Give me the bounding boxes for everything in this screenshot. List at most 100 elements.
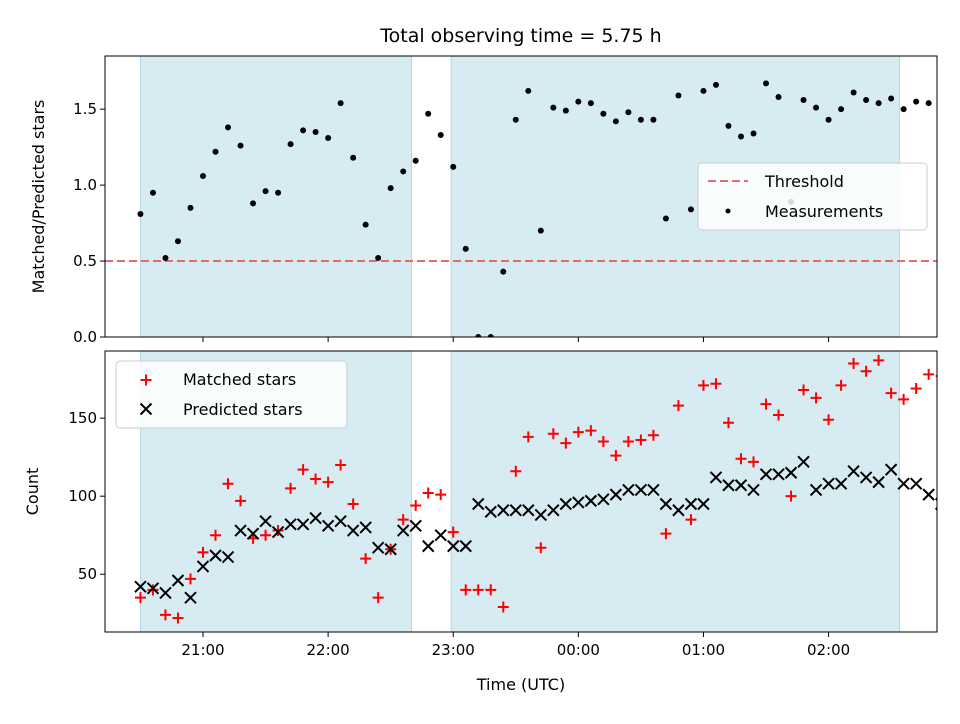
matched-stars-point xyxy=(435,489,447,501)
predicted-stars-point xyxy=(497,504,510,517)
predicted-stars-point xyxy=(809,483,823,497)
measurement-point xyxy=(712,81,719,88)
matched-stars-point xyxy=(860,365,872,377)
predicted-stars-point xyxy=(447,539,460,553)
measurement-point xyxy=(737,133,744,140)
matched-stars-point xyxy=(184,573,196,585)
x-tick-label: 21:00 xyxy=(181,641,224,659)
measurement-point xyxy=(951,82,957,88)
predicted-stars-point xyxy=(296,518,310,531)
predicted-stars-point xyxy=(734,479,748,492)
x-axis-label: Time (UTC) xyxy=(476,675,565,694)
matched-stars-point xyxy=(447,526,459,538)
measurement-point xyxy=(800,97,807,104)
matched-stars-point xyxy=(572,426,584,438)
matched-stars-point xyxy=(335,459,347,471)
predicted-stars-point xyxy=(597,493,610,506)
measurement-point xyxy=(675,92,682,99)
legend-label: Matched stars xyxy=(183,370,296,389)
predicted-stars-point xyxy=(284,518,297,531)
measurement-point xyxy=(763,80,770,87)
measurement-point xyxy=(300,127,307,134)
top-legend: Threshold Measurements xyxy=(697,162,928,231)
measurement-point xyxy=(162,255,169,262)
matched-stars-point xyxy=(823,414,835,426)
y-tick-label: 50 xyxy=(78,565,97,583)
measurement-point xyxy=(575,98,582,105)
matched-stars-point xyxy=(560,437,572,449)
matched-stars-point xyxy=(147,584,159,596)
matched-stars-point xyxy=(610,450,622,462)
matched-stars-point xyxy=(472,584,484,596)
predicted-stars-point xyxy=(459,539,472,553)
measurement-point xyxy=(412,157,419,164)
x-tick-label: 02:00 xyxy=(807,641,850,659)
bottom-panel: 50 100 150 21:00 22:00 23:00 00:00 01:00 02:00 Co… xyxy=(23,350,938,659)
predicted-stars-point xyxy=(472,497,485,511)
matched-stars-point xyxy=(773,409,785,421)
measurement-point xyxy=(212,148,219,155)
predicted-stars-point xyxy=(609,488,623,501)
matched-stars-point xyxy=(585,425,597,437)
matched-stars-point xyxy=(210,529,222,541)
y-tick-label: 0.5 xyxy=(73,252,97,270)
measurement-point xyxy=(350,154,357,161)
matched-stars-point xyxy=(410,500,422,512)
chart-title: Total observing time = 5.75 h xyxy=(379,25,661,47)
x-tick-label: 22:00 xyxy=(307,641,350,659)
predicted-stars-point xyxy=(684,497,698,511)
matched-stars-point xyxy=(285,482,297,494)
observing-interval-shade xyxy=(139,56,413,337)
matched-stars-point xyxy=(197,546,209,558)
matched-stars-point xyxy=(422,487,434,499)
predicted-stars-point xyxy=(647,483,660,497)
matched-stars-point xyxy=(222,478,234,490)
predicted-stars-point xyxy=(134,580,147,593)
predicted-stars-point xyxy=(271,525,285,539)
predicted-stars-point xyxy=(146,582,160,595)
predicted-stars-point xyxy=(622,483,635,497)
matched-stars-point xyxy=(597,436,609,448)
matched-stars-point xyxy=(760,398,772,410)
predicted-stars-point xyxy=(334,514,347,528)
y-tick-label: 1.5 xyxy=(73,100,97,118)
measurement-point xyxy=(913,98,920,105)
measurement-point xyxy=(462,245,469,252)
x-tick-label: 01:00 xyxy=(682,641,725,659)
matched-stars-point xyxy=(172,612,184,624)
predicted-stars-point xyxy=(822,477,835,490)
matched-stars-point xyxy=(360,553,372,565)
measurement-point xyxy=(587,100,594,107)
matched-stars-point xyxy=(835,379,847,391)
predicted-stars-point xyxy=(422,539,435,553)
predicted-stars-point xyxy=(634,483,648,497)
measurement-point xyxy=(550,104,557,111)
predicted-stars-point xyxy=(522,504,535,517)
bottom-legend: Matched stars Predicted stars xyxy=(115,360,348,429)
matched-stars-point xyxy=(748,456,760,468)
matched-stars-point xyxy=(235,495,247,507)
predicted-stars-point xyxy=(772,468,785,481)
measurement-point xyxy=(537,227,544,234)
measurement-point xyxy=(362,221,369,228)
y-tick-label: 1.0 xyxy=(73,176,97,194)
predicted-stars-point xyxy=(572,496,585,509)
measurement-point xyxy=(625,109,632,116)
predicted-stars-point xyxy=(559,497,573,511)
matched-stars-point xyxy=(497,601,509,613)
predicted-stars-point xyxy=(209,549,222,562)
predicted-stars-point xyxy=(321,519,335,533)
top-y-axis-label: Matched/Predicted stars xyxy=(29,100,48,294)
matched-stars-point xyxy=(885,387,897,399)
measurement-point xyxy=(775,94,782,101)
predicted-stars-point xyxy=(509,504,522,517)
legend-label: Measurements xyxy=(765,202,883,221)
legend-label: Predicted stars xyxy=(183,400,303,419)
measurement-point xyxy=(888,95,895,102)
legend-predicted-swatch xyxy=(139,402,153,416)
measurement-point xyxy=(437,131,444,138)
matched-stars-point xyxy=(848,357,860,369)
matched-stars-point xyxy=(873,354,885,366)
predicted-stars-point xyxy=(434,529,447,542)
legend-measurement-swatch xyxy=(725,208,731,214)
